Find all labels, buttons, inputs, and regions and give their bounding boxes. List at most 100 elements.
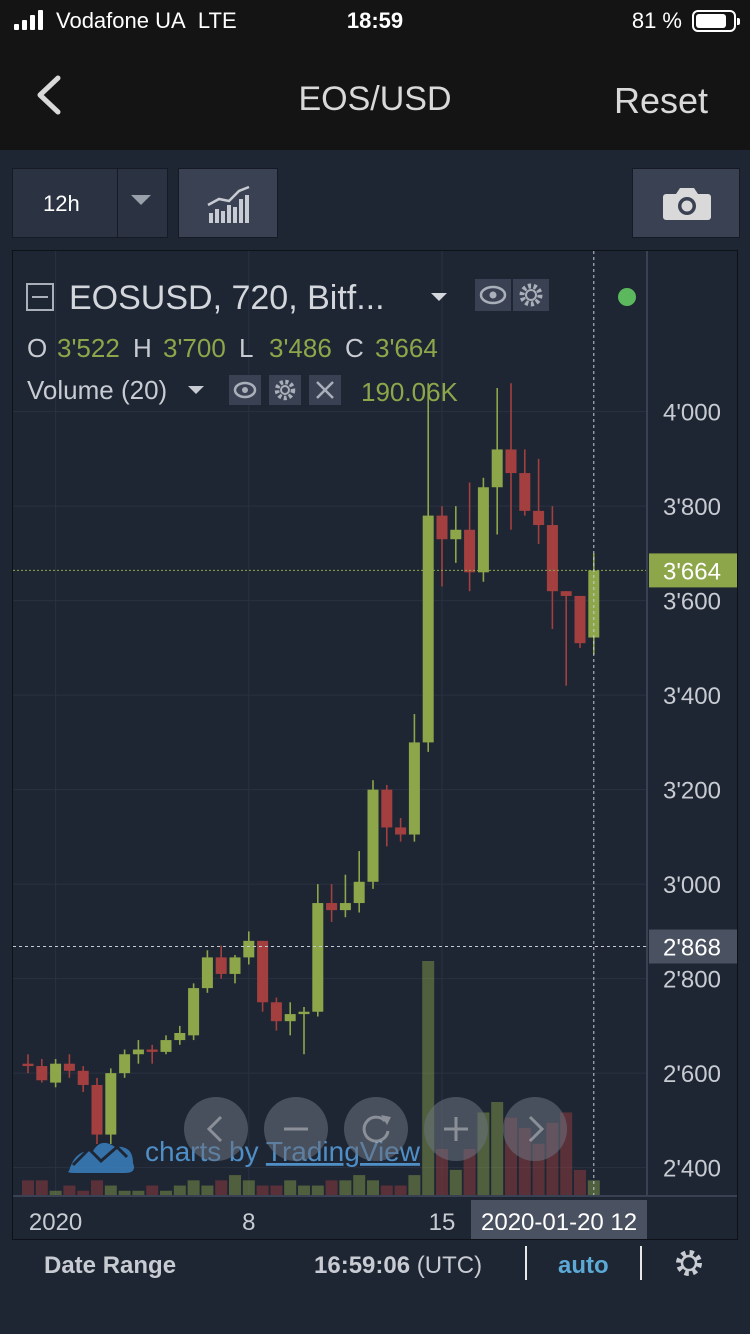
legend-symbol-row: EOSUSD, 720, Bitf...: [26, 279, 636, 317]
time-tick-label: 8: [242, 1209, 255, 1236]
price-tick-label: 3'600: [663, 589, 721, 616]
ohlc-values: O 3'522 H 3'700 L 3'486 C 3'664: [27, 333, 438, 363]
chart-nav-buttons: [184, 1097, 567, 1161]
interval-label: 12h: [43, 191, 80, 216]
volume-value: 190.06K: [361, 377, 459, 407]
page-title: EOS/USD: [298, 80, 452, 118]
volume-bar: [104, 1185, 117, 1196]
volume-bar: [173, 1185, 186, 1196]
status-time: 18:59: [346, 8, 404, 33]
ohlc-key: C: [345, 333, 364, 363]
volume-bar: [229, 1175, 241, 1196]
candle-body: [450, 529, 462, 540]
volume-bar: [22, 1180, 34, 1196]
status-bar: Vodafone UA LTE 18:59 81 %: [0, 0, 750, 44]
candle-body: [22, 1063, 34, 1067]
candlestick-chart[interactable]: 3'664 2'868 4'000 3'800 3'600 3'400 3'200 3'00…: [13, 251, 738, 1240]
zoom-out-button[interactable]: [264, 1097, 328, 1161]
candle-body: [91, 1084, 103, 1135]
ohlc-value: 3'522: [57, 333, 120, 363]
candle-body: [201, 957, 213, 989]
price-tick-label: 2'800: [663, 967, 721, 994]
volume-bar: [201, 1185, 214, 1196]
carrier-name: Vodafone UA: [56, 8, 186, 33]
candle-body: [560, 591, 572, 596]
reset-chart-button[interactable]: [344, 1097, 408, 1161]
ohlc-value: 3'700: [163, 333, 226, 363]
candle-body: [408, 742, 420, 835]
settings-icon[interactable]: [269, 375, 301, 405]
clock-time: 16:59:06: [314, 1252, 411, 1279]
volume-bar: [394, 1185, 407, 1196]
volume-bar: [436, 1149, 448, 1196]
volume-bar: [463, 1149, 476, 1196]
scroll-left-button[interactable]: [184, 1097, 248, 1161]
price-tick-label: 3'800: [663, 494, 721, 521]
crosshair-price-badge: [649, 929, 737, 964]
crosshair-time-label: 2020-01-20 12: [481, 1209, 637, 1236]
utc-clock[interactable]: 16:59:06 (UTC): [314, 1252, 482, 1280]
volume-bar: [325, 1180, 338, 1196]
clock-timezone: (UTC): [416, 1252, 483, 1279]
screen-footer: [0, 1300, 750, 1334]
gear-icon[interactable]: [672, 1246, 706, 1287]
volume-bar: [449, 1169, 462, 1196]
candle-body: [353, 881, 365, 904]
candle-body: [36, 1066, 48, 1081]
navigation-bar: EOS/USD Reset: [0, 44, 750, 150]
divider: [640, 1246, 642, 1280]
volume-bar: [77, 1190, 90, 1196]
chart-panel[interactable]: 3'664 2'868 4'000 3'800 3'600 3'400 3'200 3'00…: [12, 250, 738, 1240]
ohlc-value: 3'486: [269, 333, 332, 363]
last-price-label: 3'664: [663, 558, 721, 585]
time-tick-label: 2020: [29, 1209, 82, 1236]
chevron-left-icon[interactable]: [30, 70, 70, 120]
volume-legend-row: Volume (20) 190.06K: [27, 375, 459, 407]
caret-down-icon[interactable]: [188, 386, 204, 394]
candle-body: [132, 1049, 144, 1055]
candle-body: [422, 515, 434, 743]
divider: [525, 1246, 527, 1280]
candle-body: [464, 529, 476, 573]
interval-separator: [117, 169, 118, 237]
time-axis: 2020 8 15 2020-01-20 12: [13, 1195, 737, 1239]
reset-button[interactable]: Reset: [613, 80, 708, 121]
network-type: LTE: [197, 8, 237, 33]
candle-body: [436, 515, 448, 540]
volume-bar: [298, 1185, 310, 1196]
zoom-in-button[interactable]: [424, 1097, 488, 1161]
candle-body: [257, 940, 269, 1003]
candle-body: [215, 957, 227, 974]
ohlc-key: L: [239, 333, 253, 363]
collapse-icon[interactable]: [26, 283, 54, 311]
auto-scale-button[interactable]: auto: [558, 1252, 609, 1279]
volume-bar: [353, 1175, 366, 1196]
refresh-icon: [362, 1115, 390, 1143]
candles: [22, 383, 600, 1145]
volume-bar: [35, 1180, 48, 1196]
candle-body: [188, 988, 200, 1036]
interval-dropdown[interactable]: 12h: [12, 168, 168, 238]
volume-bar: [160, 1190, 172, 1196]
snapshot-button[interactable]: [632, 168, 740, 238]
caret-down-icon[interactable]: [431, 293, 447, 301]
indicators-button[interactable]: [178, 168, 278, 238]
carrier-label: Vodafone UA LTE: [56, 8, 237, 34]
candle-body: [174, 1032, 186, 1041]
candle-body: [519, 473, 531, 511]
price-tick-label: 3'200: [663, 778, 721, 805]
volume-bar: [270, 1185, 283, 1196]
candle-body: [395, 827, 407, 835]
candle-body: [63, 1063, 75, 1071]
price-tick-label: 2'600: [663, 1061, 721, 1088]
scroll-right-button[interactable]: [503, 1097, 567, 1161]
price-tick-label: 4'000: [663, 400, 721, 427]
candle-body: [229, 957, 241, 974]
volume-bar: [256, 1185, 269, 1196]
signal-icon: [14, 10, 43, 30]
candle-body: [105, 1073, 117, 1135]
date-range-button[interactable]: Date Range: [44, 1252, 177, 1279]
volume-bar: [132, 1190, 145, 1196]
price-axis: 4'000 3'800 3'600 3'400 3'200 3'000 2'800 2'600…: [646, 251, 721, 1196]
ohlc-key: O: [27, 333, 47, 363]
